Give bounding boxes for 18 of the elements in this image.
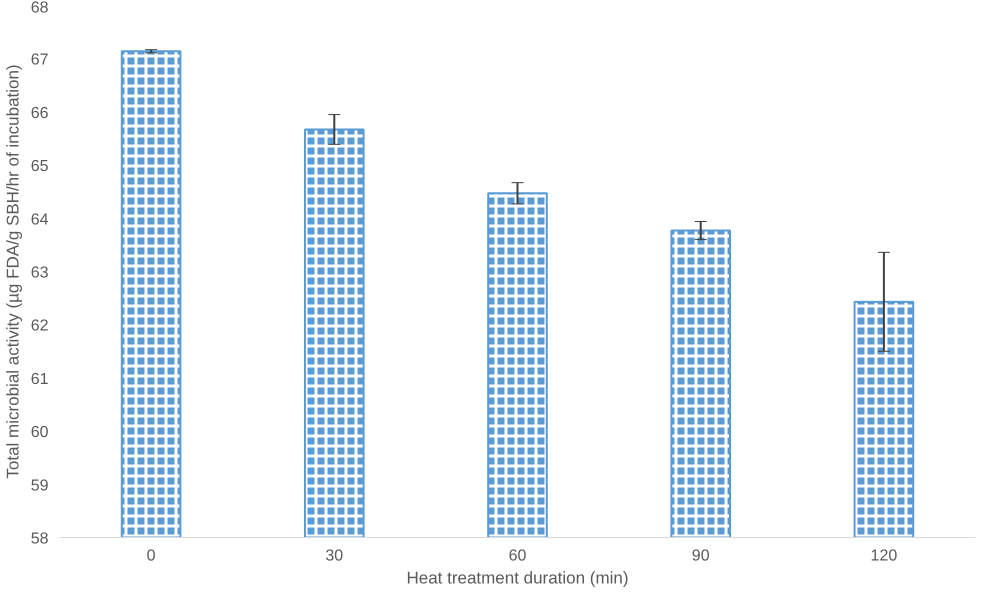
x-tick-label: 60 bbox=[508, 548, 526, 564]
y-tick-label: 59 bbox=[30, 477, 49, 494]
y-axis-title: Total microbial activity (µg FDA/g SBH/hr of incubation) bbox=[4, 64, 23, 479]
y-tick-label: 58 bbox=[30, 530, 49, 548]
y-tick-label: 63 bbox=[30, 264, 49, 282]
x-tick-label: 90 bbox=[692, 548, 710, 564]
y-tick-label: 67 bbox=[30, 52, 49, 69]
x-tick-label: 120 bbox=[870, 548, 898, 564]
y-tick-label: 66 bbox=[30, 104, 49, 122]
y-tick-label: 64 bbox=[30, 211, 49, 228]
y-tick-label: 65 bbox=[30, 158, 49, 176]
y-tick-label: 61 bbox=[30, 370, 49, 388]
x-tick-label: 0 bbox=[146, 548, 156, 564]
y-tick-label: 60 bbox=[30, 424, 49, 442]
y-tick-label: 68 bbox=[30, 0, 49, 16]
x-tick-label: 30 bbox=[325, 548, 344, 564]
x-axis-title: Heat treatment duration (min) bbox=[406, 568, 629, 588]
y-tick-label: 62 bbox=[30, 318, 49, 335]
